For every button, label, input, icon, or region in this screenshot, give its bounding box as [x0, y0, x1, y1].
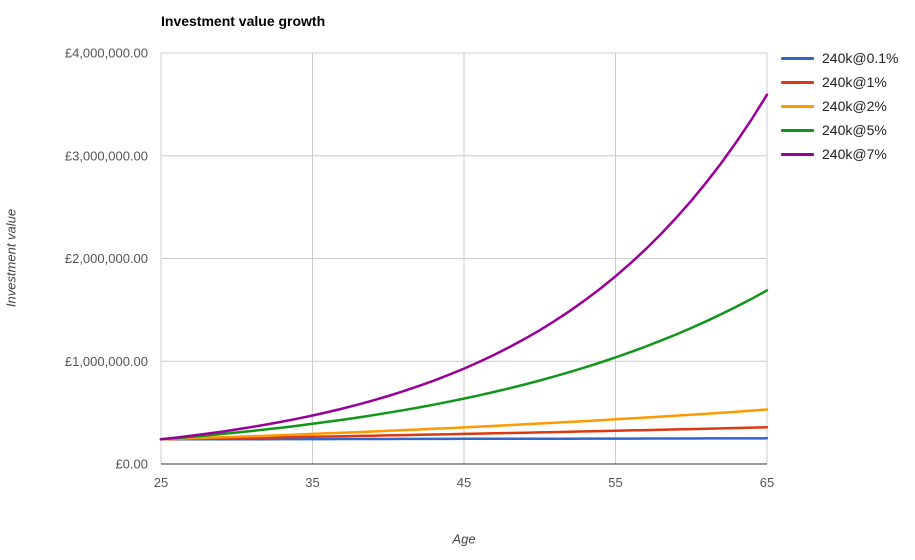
- legend-label: 240k@1%: [822, 74, 887, 90]
- series-line-240k@5%: [159, 289, 769, 441]
- gridlines: [160, 52, 768, 464]
- legend-item-240k@5%[interactable]: 240k@5%: [781, 118, 898, 142]
- x-axis-title: Age: [452, 531, 476, 547]
- legend-label: 240k@2%: [822, 98, 887, 114]
- legend-item-240k@0.1%[interactable]: 240k@0.1%: [781, 46, 898, 70]
- chart-title: Investment value growth: [161, 13, 326, 29]
- y-tick-label: £4,000,000.00: [65, 46, 148, 61]
- legend-item-240k@7%[interactable]: 240k@7%: [781, 142, 898, 166]
- series-line-240k@7%: [159, 93, 769, 441]
- legend: 240k@0.1% 240k@1% 240k@2% 240k@5% 240k@7%: [781, 46, 898, 166]
- legend-swatch-icon: [781, 80, 814, 84]
- series-line-240k@2%: [159, 408, 769, 441]
- x-tick-label: 45: [457, 475, 471, 490]
- series-line-240k@0.1%: [159, 437, 769, 441]
- y-axis-tick-labels: £0.00 £1,000,000.00 £2,000,000.00 £3,000,00…: [65, 46, 148, 472]
- y-tick-label: £0.00: [115, 457, 148, 472]
- series-lines: [159, 93, 769, 441]
- legend-item-240k@1%[interactable]: 240k@1%: [781, 70, 898, 94]
- series-line-240k@1%: [159, 426, 769, 441]
- legend-swatch-icon: [781, 152, 814, 156]
- legend-swatch-icon: [781, 128, 814, 132]
- x-tick-label: 25: [154, 475, 168, 490]
- x-tick-label: 65: [760, 475, 774, 490]
- x-tick-label: 55: [608, 475, 622, 490]
- legend-item-240k@2%[interactable]: 240k@2%: [781, 94, 898, 118]
- x-tick-label: 35: [305, 475, 319, 490]
- y-tick-label: £1,000,000.00: [65, 354, 148, 369]
- legend-swatch-icon: [781, 56, 814, 60]
- y-tick-label: £3,000,000.00: [65, 148, 148, 163]
- legend-label: 240k@5%: [822, 122, 887, 138]
- y-tick-label: £2,000,000.00: [65, 251, 148, 266]
- legend-label: 240k@7%: [822, 146, 887, 162]
- legend-label: 240k@0.1%: [822, 50, 899, 66]
- legend-swatch-icon: [781, 104, 814, 108]
- x-axis-tick-labels: 25 35 45 55 65: [154, 475, 774, 490]
